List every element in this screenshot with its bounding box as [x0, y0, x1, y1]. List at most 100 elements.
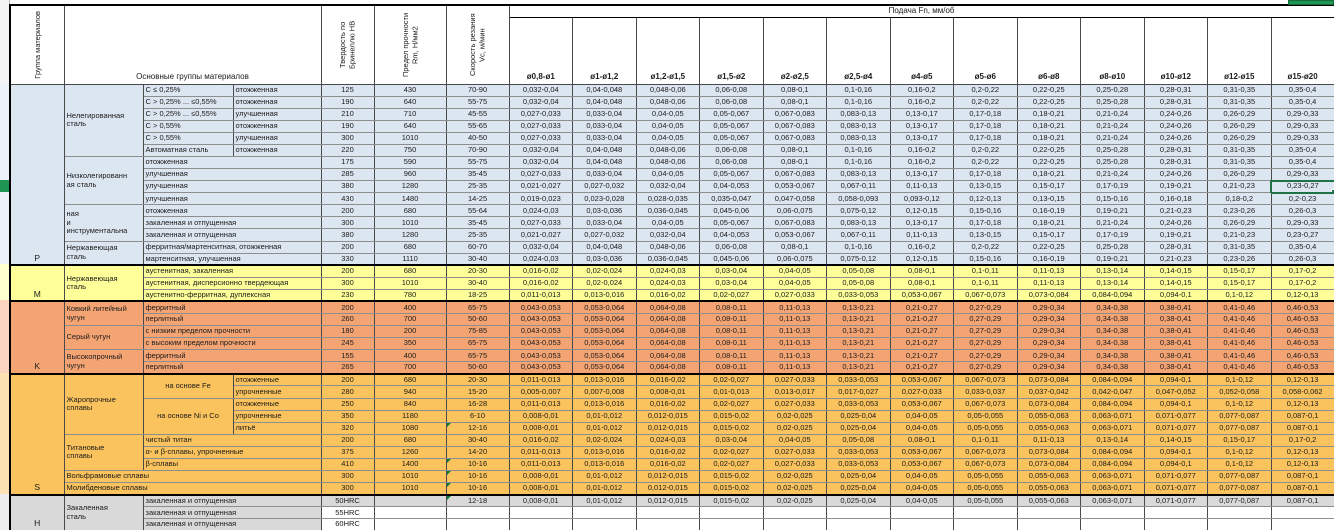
feed-cell[interactable]: 0,06-0,08: [699, 95, 764, 109]
material-label-cell[interactable]: Низколегированн ая сталь: [63, 155, 144, 206]
col-header-material-group[interactable]: Группа материалов: [9, 4, 65, 85]
feed-cell[interactable]: 0,04-0,05: [635, 216, 701, 230]
feed-cell[interactable]: 0,094-0,1: [1143, 397, 1209, 411]
feed-cell[interactable]: 0,27-0,29: [953, 361, 1018, 375]
material-label-cell[interactable]: закаленная и отпущенная: [142, 506, 322, 520]
hardness-cell[interactable]: 300: [320, 216, 375, 230]
feed-cell[interactable]: [1270, 518, 1334, 530]
feed-col-header[interactable]: ø2,5-ø4: [826, 16, 891, 85]
material-label-cell[interactable]: Серый чугун: [63, 325, 144, 351]
strength-cell[interactable]: 680: [373, 204, 447, 218]
feed-cell[interactable]: 0,084-0,094: [1080, 445, 1145, 459]
feed-cell[interactable]: 0,34-0,38: [1080, 312, 1145, 327]
feed-cell[interactable]: 0,04-0,05: [889, 421, 955, 435]
strength-cell[interactable]: 1400: [373, 457, 447, 472]
feed-cell[interactable]: 0,35-0,4: [1270, 240, 1334, 254]
feed-cell[interactable]: 0,024-0,03: [635, 433, 701, 447]
speed-cell[interactable]: 10-16: [445, 482, 510, 496]
speed-cell[interactable]: 60-70: [445, 240, 510, 254]
feed-cell[interactable]: 0,21-0,24: [1080, 216, 1145, 230]
feed-cell[interactable]: [1207, 506, 1272, 520]
feed-cell[interactable]: 0,08-0,1: [762, 143, 828, 157]
strength-cell[interactable]: 1010: [373, 469, 447, 484]
feed-cell[interactable]: 0,043-0,053: [508, 337, 574, 351]
feed-cell[interactable]: 0,15-0,17: [1207, 276, 1272, 290]
speed-cell[interactable]: 18-25: [445, 288, 510, 302]
material-label-cell[interactable]: отожженная: [232, 143, 322, 157]
feed-cell[interactable]: 0,012-0,015: [635, 469, 701, 484]
feed-cell[interactable]: 0,053-0,067: [889, 445, 955, 459]
feed-cell[interactable]: 0,21-0,24: [1080, 168, 1145, 182]
feed-cell[interactable]: 0,071-0,077: [1143, 409, 1209, 423]
feed-cell[interactable]: 0,055-0,063: [1016, 409, 1082, 423]
feed-cell[interactable]: 0,15-0,16: [1080, 192, 1145, 206]
feed-cell[interactable]: 0,02-0,024: [572, 264, 637, 278]
hardness-cell[interactable]: 265: [320, 361, 375, 375]
feed-cell[interactable]: 0,13-0,14: [1080, 276, 1145, 290]
feed-cell[interactable]: 0,21-0,23: [1143, 204, 1209, 218]
speed-cell[interactable]: 35-45: [445, 216, 510, 230]
feed-cell[interactable]: 0,04-0,05: [889, 409, 955, 423]
speed-cell[interactable]: 50-60: [445, 361, 510, 375]
feed-cell[interactable]: 0,05-0,067: [699, 131, 764, 145]
col-header-brinell-hardness[interactable]: Твердость по Бринеллю HB: [320, 4, 375, 85]
feed-cell[interactable]: 0,34-0,38: [1080, 361, 1145, 375]
feed-cell[interactable]: 0,071-0,077: [1143, 493, 1209, 508]
feed-cell[interactable]: 0,024-0,03: [635, 276, 701, 290]
feed-cell[interactable]: 0,08-0,11: [699, 337, 764, 351]
feed-cell[interactable]: 0,1-0,12: [1207, 445, 1272, 459]
feed-cell[interactable]: 0,01-0,012: [572, 469, 637, 484]
feed-cell[interactable]: 0,016-0,02: [635, 288, 701, 302]
feed-cell[interactable]: 0,46-0,53: [1270, 337, 1334, 351]
hardness-cell[interactable]: 200: [320, 204, 375, 218]
feed-cell[interactable]: 0,05-0,067: [699, 107, 764, 121]
feed-cell[interactable]: 0,21-0,27: [889, 337, 955, 351]
material-label-cell[interactable]: улучшенная: [232, 107, 322, 121]
feed-col-header[interactable]: ø0,8-ø1: [508, 16, 574, 85]
hardness-cell[interactable]: 250: [320, 397, 375, 411]
material-label-cell[interactable]: упрочненные: [232, 385, 322, 399]
feed-cell[interactable]: 0,28-0,31: [1143, 83, 1209, 97]
feed-cell[interactable]: 0,067-0,083: [762, 107, 828, 121]
material-label-cell[interactable]: C ≤ 0,25%: [142, 83, 234, 97]
material-label-cell[interactable]: отожженная: [232, 95, 322, 109]
feed-cell[interactable]: 0,17-0,18: [953, 168, 1018, 182]
feed-cell[interactable]: 0,067-0,11: [826, 228, 891, 242]
hardness-cell[interactable]: 210: [320, 107, 375, 121]
feed-cell[interactable]: 0,016-0,02: [635, 445, 701, 459]
feed-cell[interactable]: 0,1-0,12: [1207, 457, 1272, 472]
strength-cell[interactable]: 640: [373, 119, 447, 133]
feed-cell[interactable]: [1080, 518, 1145, 530]
strength-cell[interactable]: 640: [373, 95, 447, 109]
feed-cell[interactable]: 0,048-0,06: [635, 95, 701, 109]
feed-cell[interactable]: 0,033-0,04: [572, 216, 637, 230]
feed-cell[interactable]: 0,032-0,04: [508, 155, 574, 170]
feed-cell[interactable]: 0,017-0,027: [826, 385, 891, 399]
strength-cell[interactable]: 780: [373, 288, 447, 302]
speed-cell[interactable]: 6-10: [445, 409, 510, 423]
feed-cell[interactable]: 0,19-0,21: [1080, 204, 1145, 218]
feed-cell[interactable]: [1143, 518, 1209, 530]
col-header-main-material-groups[interactable]: Основные группы материалов: [63, 4, 322, 85]
feed-cell[interactable]: 0,17-0,19: [1080, 228, 1145, 242]
feed-cell[interactable]: 0,15-0,16: [953, 204, 1018, 218]
feed-cell[interactable]: 0,087-0,1: [1270, 421, 1334, 435]
speed-cell[interactable]: 55-64: [445, 204, 510, 218]
feed-cell[interactable]: 0,04-0,05: [889, 482, 955, 496]
feed-band-header[interactable]: Подача Fn, мм/об: [508, 4, 1334, 18]
hardness-cell[interactable]: 180: [320, 325, 375, 339]
material-label-cell[interactable]: Высокопрочный чугун: [63, 349, 144, 375]
group-letter-cell[interactable]: H: [9, 493, 65, 530]
feed-cell[interactable]: [889, 518, 955, 530]
feed-col-header[interactable]: ø5-ø6: [953, 16, 1018, 85]
feed-cell[interactable]: 0,28-0,31: [1143, 240, 1209, 254]
feed-cell[interactable]: 0,38-0,41: [1143, 300, 1209, 314]
feed-cell[interactable]: 0,08-0,11: [699, 325, 764, 339]
hardness-cell[interactable]: 300: [320, 482, 375, 496]
feed-cell[interactable]: 0,011-0,013: [508, 457, 574, 472]
feed-cell[interactable]: 0,077-0,087: [1207, 469, 1272, 484]
feed-cell[interactable]: 0,02-0,024: [572, 433, 637, 447]
feed-cell[interactable]: 0,1-0,16: [826, 143, 891, 157]
feed-cell[interactable]: 0,13-0,17: [889, 119, 955, 133]
material-label-cell[interactable]: улучшенная: [142, 180, 322, 194]
